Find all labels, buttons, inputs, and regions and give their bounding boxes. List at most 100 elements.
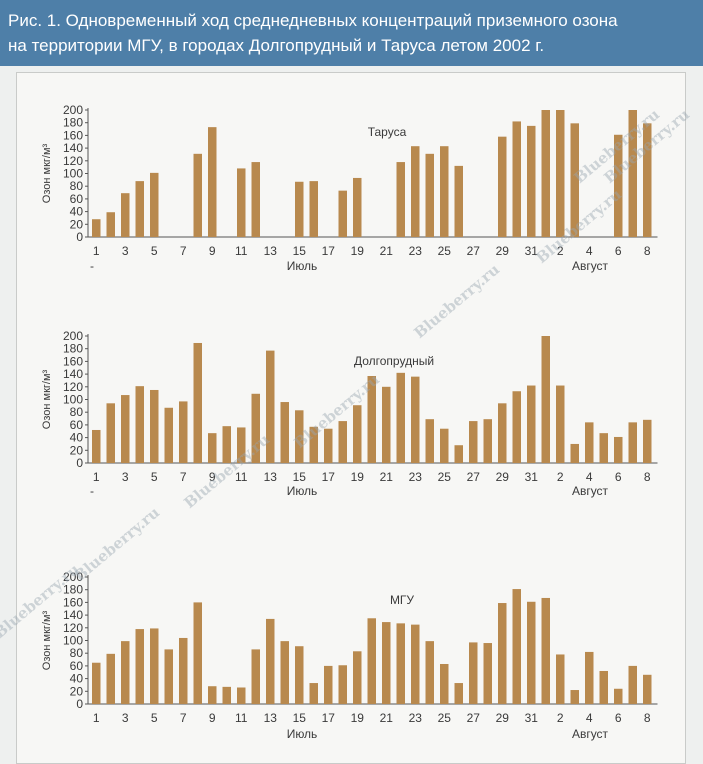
bar xyxy=(309,426,318,463)
y-tick-label: 40 xyxy=(70,672,84,686)
bar xyxy=(251,649,260,704)
y-tick-label: 100 xyxy=(63,167,83,181)
x-tick-label: 27 xyxy=(467,470,481,484)
bar xyxy=(411,624,420,704)
bar xyxy=(382,622,391,704)
bar xyxy=(150,389,159,463)
bar xyxy=(324,428,333,463)
bar xyxy=(92,662,101,704)
y-tick-label: 160 xyxy=(63,354,83,368)
y-tick-label: 200 xyxy=(63,570,83,584)
x-tick-label: 21 xyxy=(380,711,394,725)
bar xyxy=(266,618,275,704)
bar xyxy=(164,407,173,463)
bar xyxy=(512,121,521,237)
bar xyxy=(469,421,478,463)
y-tick-label: 180 xyxy=(63,583,83,597)
month-label: Июль xyxy=(287,727,318,741)
month-label: Июль xyxy=(287,484,318,498)
caption-line-2: на территории МГУ, в городах Долгопрудны… xyxy=(8,36,545,55)
bar xyxy=(498,136,507,237)
bar xyxy=(295,646,304,704)
bar xyxy=(440,428,449,463)
bar xyxy=(628,422,637,463)
bar xyxy=(338,421,347,463)
bar xyxy=(498,403,507,463)
bar xyxy=(367,618,376,704)
month-label: Август xyxy=(572,727,609,741)
bar xyxy=(556,110,565,237)
y-tick-label: 200 xyxy=(63,103,83,117)
bar xyxy=(570,443,579,463)
y-tick-label: 100 xyxy=(63,393,83,407)
x-tick-label: 11 xyxy=(235,711,248,725)
x-tick-label: 19 xyxy=(351,244,365,258)
figure-caption: Рис. 1. Одновременный ход среднедневных … xyxy=(0,0,703,66)
bar xyxy=(541,110,550,237)
x-tick-label: 5 xyxy=(151,711,158,725)
bar xyxy=(280,641,289,704)
bar xyxy=(599,670,608,704)
y-tick-label: 0 xyxy=(76,456,83,470)
x-tick-label: 13 xyxy=(264,244,278,258)
x-tick-label: 31 xyxy=(525,711,539,725)
watermark-layer: Blueberry.ruBlueberry.ruBlueberry.ruBlue… xyxy=(0,105,693,642)
x-tick-label: 9 xyxy=(209,711,216,725)
bar xyxy=(121,395,130,463)
bar xyxy=(367,376,376,463)
bar xyxy=(541,597,550,704)
bar xyxy=(541,336,550,463)
x-tick-label: 25 xyxy=(438,711,452,725)
y-tick-label: 60 xyxy=(70,418,84,432)
x-tick-label: 17 xyxy=(322,470,336,484)
bar xyxy=(237,427,246,463)
x-tick-label: 15 xyxy=(293,244,307,258)
bar xyxy=(512,391,521,463)
x-tick-label: 23 xyxy=(409,470,423,484)
bar xyxy=(266,350,275,463)
x-tick-label: 3 xyxy=(122,711,129,725)
y-axis-label: Озон мкг/м³ xyxy=(41,143,53,203)
x-tick-label: 15 xyxy=(293,711,307,725)
bar xyxy=(121,193,130,237)
bar xyxy=(585,422,594,463)
bar xyxy=(628,110,637,237)
bar xyxy=(353,405,362,463)
leading-mark: - xyxy=(90,259,94,273)
y-tick-label: 40 xyxy=(70,205,84,219)
bar xyxy=(483,643,492,704)
bar xyxy=(454,445,463,463)
x-tick-label: 23 xyxy=(409,244,423,258)
bar xyxy=(92,219,101,237)
bar xyxy=(150,172,159,237)
x-tick-label: 1 xyxy=(93,470,100,484)
y-tick-label: 160 xyxy=(63,128,83,142)
chart-title: МГУ xyxy=(390,593,414,607)
y-tick-label: 100 xyxy=(63,634,83,648)
caption-line-1: Рис. 1. Одновременный ход среднедневных … xyxy=(8,11,618,30)
bar xyxy=(570,123,579,237)
bar xyxy=(92,429,101,463)
x-tick-label: 7 xyxy=(180,244,187,258)
x-tick-label: 29 xyxy=(496,711,510,725)
bar xyxy=(237,168,246,237)
x-tick-label: 4 xyxy=(586,711,593,725)
bar xyxy=(454,683,463,704)
bar xyxy=(353,651,362,704)
bar xyxy=(164,649,173,704)
bar xyxy=(599,433,608,463)
y-tick-label: 20 xyxy=(70,684,84,698)
bar xyxy=(135,629,144,704)
bar xyxy=(643,123,652,237)
y-tick-label: 20 xyxy=(70,217,84,231)
bar xyxy=(237,687,246,704)
bar xyxy=(179,401,188,463)
y-tick-label: 140 xyxy=(63,141,83,155)
y-tick-label: 80 xyxy=(70,646,84,660)
x-tick-label: 6 xyxy=(615,244,622,258)
bar xyxy=(396,372,405,463)
